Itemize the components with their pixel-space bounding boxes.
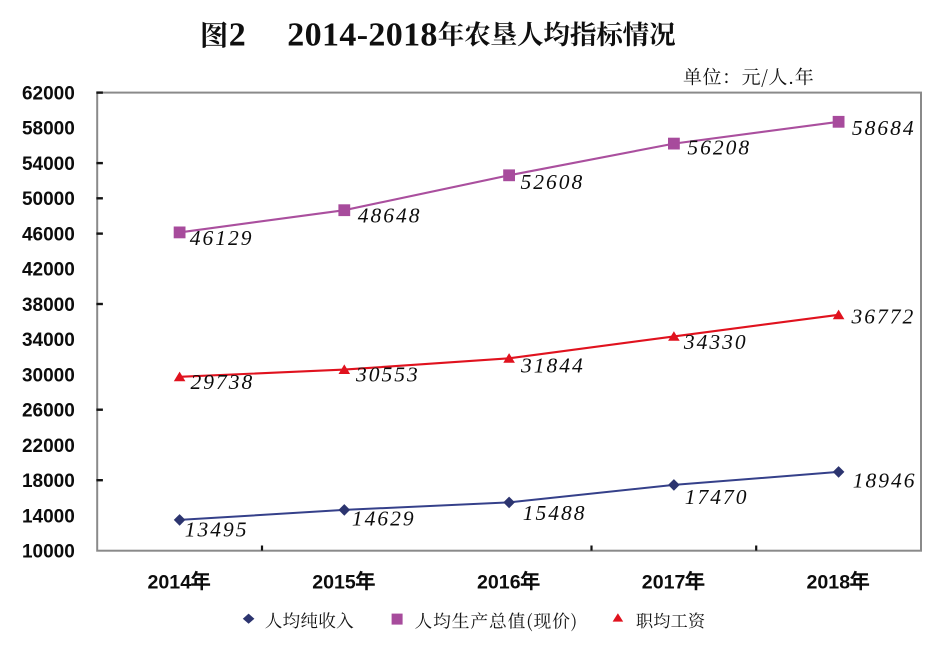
- svg-text:2015: 2015: [312, 571, 356, 593]
- svg-text:2014-2018: 2014-2018: [287, 16, 437, 53]
- svg-text:2017: 2017: [642, 571, 686, 593]
- svg-text:34000: 34000: [22, 330, 75, 351]
- svg-text:46129: 46129: [190, 226, 254, 250]
- svg-text:58000: 58000: [22, 119, 75, 140]
- svg-text:52608: 52608: [521, 170, 585, 194]
- svg-text:31844: 31844: [520, 354, 585, 378]
- svg-text:29738: 29738: [191, 370, 255, 394]
- svg-text:34330: 34330: [683, 330, 748, 354]
- svg-text:62000: 62000: [22, 83, 75, 104]
- svg-text:22000: 22000: [22, 436, 75, 457]
- svg-text:2016: 2016: [477, 571, 521, 593]
- svg-text:58684: 58684: [852, 116, 916, 140]
- svg-text:36772: 36772: [851, 305, 916, 329]
- svg-text:26000: 26000: [22, 401, 75, 422]
- svg-text:42000: 42000: [22, 260, 75, 281]
- svg-text:13495: 13495: [185, 518, 249, 542]
- svg-text:2014: 2014: [148, 571, 192, 593]
- svg-text:2018: 2018: [807, 571, 851, 593]
- svg-text:30553: 30553: [355, 363, 420, 387]
- svg-text:10000: 10000: [22, 542, 75, 563]
- svg-text:56208: 56208: [687, 136, 751, 160]
- svg-text:38000: 38000: [22, 295, 75, 316]
- svg-text:2: 2: [229, 16, 246, 53]
- svg-text:17470: 17470: [685, 485, 749, 509]
- svg-text:18946: 18946: [853, 469, 917, 493]
- svg-text:50000: 50000: [22, 189, 75, 210]
- svg-text:14629: 14629: [352, 507, 416, 531]
- svg-text:46000: 46000: [22, 224, 75, 245]
- svg-text:18000: 18000: [22, 471, 75, 492]
- svg-text:30000: 30000: [22, 365, 75, 386]
- svg-text:54000: 54000: [22, 154, 75, 175]
- svg-text:48648: 48648: [358, 204, 422, 228]
- svg-text:15488: 15488: [523, 501, 587, 525]
- svg-text:14000: 14000: [22, 506, 75, 527]
